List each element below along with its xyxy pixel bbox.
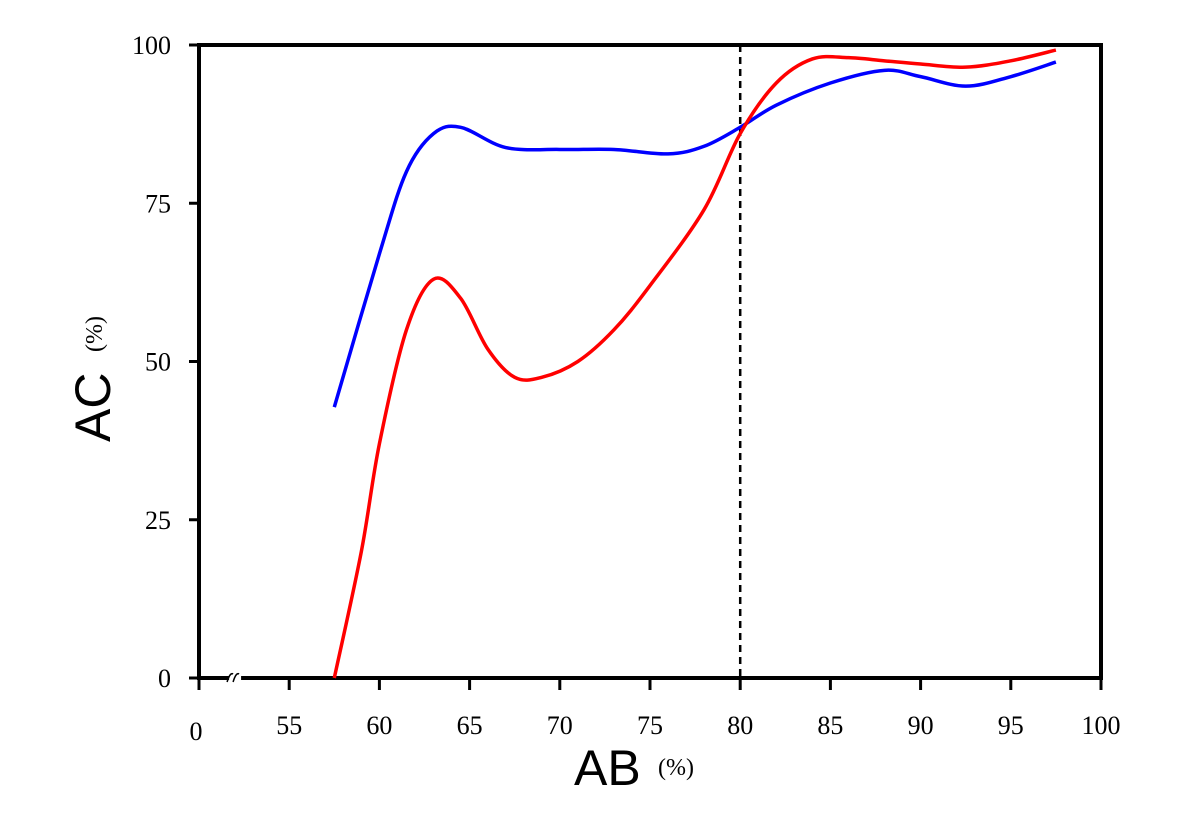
- y-tick-label: 75: [145, 189, 171, 218]
- data-line: [332, 60, 1057, 408]
- y-axis-unit: (%): [82, 316, 108, 352]
- y-tick-label: 100: [132, 31, 171, 60]
- x-tick-label: 65: [457, 711, 483, 740]
- x-tick-label: 75: [637, 711, 663, 740]
- y-tick-label: 0: [158, 664, 171, 693]
- plot-frame: [197, 43, 1103, 680]
- axis-break: [226, 672, 240, 683]
- x-tick-label: 95: [998, 711, 1024, 740]
- x-tick-label: 85: [817, 711, 843, 740]
- x-tick-label: 0: [190, 717, 203, 746]
- y-axis-title: AC (%): [65, 316, 121, 442]
- y-tick-label: 25: [145, 506, 171, 535]
- x-tick-label: 70: [547, 711, 573, 740]
- data-line: [332, 48, 1057, 679]
- x-tick-label: 60: [366, 711, 392, 740]
- x-tick-label: 100: [1082, 711, 1121, 740]
- x-tick-label: 55: [276, 711, 302, 740]
- y-tick-label: 50: [145, 348, 171, 377]
- x-axis-unit: (%): [658, 755, 694, 781]
- y-axis-label: AC: [65, 373, 121, 442]
- x-axis-label: AB: [574, 740, 641, 796]
- x-tick-label: 90: [908, 711, 934, 740]
- x-tick-label: 80: [727, 711, 753, 740]
